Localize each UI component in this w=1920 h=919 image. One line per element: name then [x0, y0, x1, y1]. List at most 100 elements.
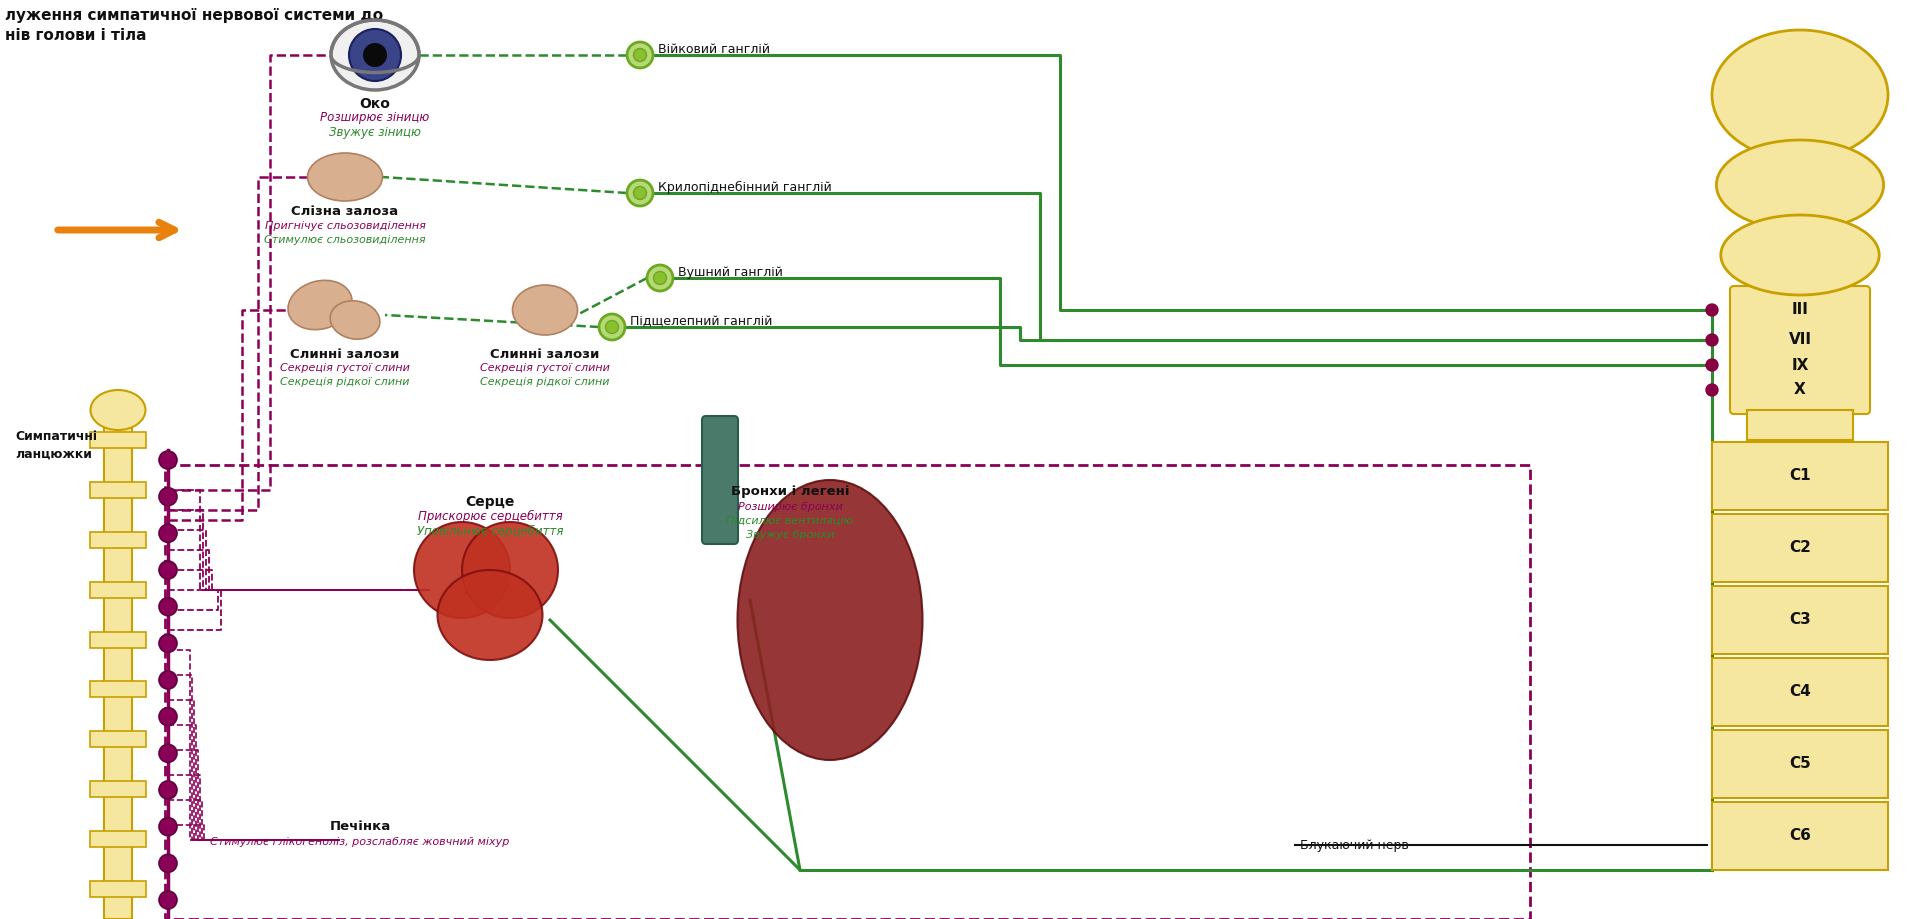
FancyBboxPatch shape — [1713, 802, 1887, 870]
Ellipse shape — [513, 285, 578, 335]
Text: Симпатичні: Симпатичні — [15, 430, 98, 443]
Circle shape — [1707, 335, 1716, 345]
Circle shape — [159, 561, 177, 579]
Text: Підсилює вентиляцію: Підсилює вентиляцію — [726, 516, 854, 526]
Text: ланцюжки: ланцюжки — [15, 448, 92, 461]
Circle shape — [159, 744, 177, 763]
Text: Слинні залози: Слинні залози — [490, 348, 599, 361]
Text: Розширює зіницю: Розширює зіницю — [321, 111, 430, 124]
Ellipse shape — [90, 390, 146, 430]
Circle shape — [628, 42, 653, 68]
FancyBboxPatch shape — [90, 831, 146, 847]
FancyBboxPatch shape — [703, 416, 737, 544]
Ellipse shape — [1713, 30, 1887, 160]
FancyBboxPatch shape — [90, 582, 146, 597]
FancyBboxPatch shape — [1730, 286, 1870, 414]
Circle shape — [599, 314, 626, 340]
FancyBboxPatch shape — [1713, 586, 1887, 654]
Text: C2: C2 — [1789, 540, 1811, 555]
FancyBboxPatch shape — [90, 881, 146, 897]
Ellipse shape — [307, 153, 382, 201]
Text: Стимулює глікогеноліз, розслабляє жовчний міхур: Стимулює глікогеноліз, розслабляє жовчни… — [211, 837, 509, 847]
FancyBboxPatch shape — [1713, 442, 1887, 510]
Text: Слізна залоза: Слізна залоза — [292, 205, 399, 218]
Text: IX: IX — [1791, 357, 1809, 372]
Ellipse shape — [330, 301, 380, 339]
Text: Блукаючий нерв: Блукаючий нерв — [1300, 838, 1409, 852]
Circle shape — [1707, 360, 1716, 370]
Text: III: III — [1791, 302, 1809, 317]
Circle shape — [1707, 359, 1718, 371]
Text: Звужує зіницю: Звужує зіницю — [328, 126, 420, 139]
Text: Секреція густої слини: Секреція густої слини — [480, 363, 611, 373]
FancyBboxPatch shape — [1747, 410, 1853, 440]
Text: Слинні залози: Слинні залози — [290, 348, 399, 361]
Circle shape — [159, 634, 177, 652]
FancyBboxPatch shape — [90, 631, 146, 648]
FancyBboxPatch shape — [90, 532, 146, 548]
Text: Підщелепний ганглій: Підщелепний ганглій — [630, 315, 772, 328]
Circle shape — [1707, 385, 1716, 395]
Ellipse shape — [737, 480, 922, 760]
Text: C5: C5 — [1789, 756, 1811, 771]
Text: Стимулює сльозовиділення: Стимулює сльозовиділення — [265, 235, 426, 245]
FancyBboxPatch shape — [1713, 730, 1887, 798]
Circle shape — [159, 597, 177, 616]
Text: Вушний ганглій: Вушний ганглій — [678, 266, 783, 279]
Circle shape — [159, 818, 177, 835]
Circle shape — [1707, 334, 1718, 346]
Text: VII: VII — [1789, 333, 1811, 347]
Circle shape — [159, 708, 177, 726]
Circle shape — [159, 488, 177, 505]
Circle shape — [415, 522, 511, 618]
FancyBboxPatch shape — [90, 482, 146, 498]
Text: Пригнічує сльозовиділення: Пригнічує сльозовиділення — [265, 221, 426, 231]
Circle shape — [647, 265, 674, 291]
Text: Секреція рідкої слини: Секреція рідкої слини — [280, 377, 409, 387]
FancyBboxPatch shape — [1713, 658, 1887, 726]
Text: Секреція рідкої слини: Секреція рідкої слини — [480, 377, 611, 387]
Text: C1: C1 — [1789, 469, 1811, 483]
Circle shape — [1707, 305, 1716, 315]
Text: Крилопіднебінний ганглій: Крилопіднебінний ганглій — [659, 181, 831, 194]
Circle shape — [159, 451, 177, 469]
Ellipse shape — [1716, 140, 1884, 230]
Circle shape — [634, 187, 647, 199]
Text: Око: Око — [359, 97, 390, 111]
Text: Розширює бронхи: Розширює бронхи — [737, 502, 843, 512]
Circle shape — [1707, 384, 1718, 396]
Ellipse shape — [288, 280, 351, 330]
Text: Уповільнює серцебиття: Уповільнює серцебиття — [417, 525, 563, 539]
Circle shape — [159, 525, 177, 542]
Circle shape — [634, 49, 647, 62]
Text: Секреція густої слини: Секреція густої слини — [280, 363, 411, 373]
FancyBboxPatch shape — [104, 400, 132, 919]
Circle shape — [363, 43, 388, 67]
Text: Серце: Серце — [465, 495, 515, 509]
Circle shape — [159, 891, 177, 909]
Text: нів голови і тіла: нів голови і тіла — [6, 28, 146, 43]
Text: X: X — [1793, 382, 1807, 398]
Text: Бронхи і легені: Бронхи і легені — [732, 485, 849, 498]
Circle shape — [349, 29, 401, 81]
Text: лужeння симпатичної нервової системи до: лужeння симпатичної нервової системи до — [6, 8, 384, 23]
Circle shape — [463, 522, 559, 618]
Circle shape — [653, 271, 666, 285]
Circle shape — [159, 671, 177, 689]
FancyBboxPatch shape — [1713, 514, 1887, 582]
Text: Печінка: Печінка — [330, 820, 390, 833]
Circle shape — [1707, 304, 1718, 316]
Circle shape — [159, 855, 177, 872]
Text: C3: C3 — [1789, 612, 1811, 628]
Circle shape — [159, 781, 177, 799]
Text: C4: C4 — [1789, 685, 1811, 699]
Circle shape — [628, 180, 653, 206]
Ellipse shape — [330, 20, 419, 90]
Ellipse shape — [1720, 215, 1880, 295]
FancyBboxPatch shape — [90, 682, 146, 698]
Text: Прискорює серцебиття: Прискорює серцебиття — [419, 510, 563, 523]
Text: Звужує бронхи: Звужує бронхи — [745, 530, 833, 540]
FancyBboxPatch shape — [90, 432, 146, 448]
Circle shape — [605, 321, 618, 334]
Text: Війковий ганглій: Війковий ганглій — [659, 43, 770, 56]
